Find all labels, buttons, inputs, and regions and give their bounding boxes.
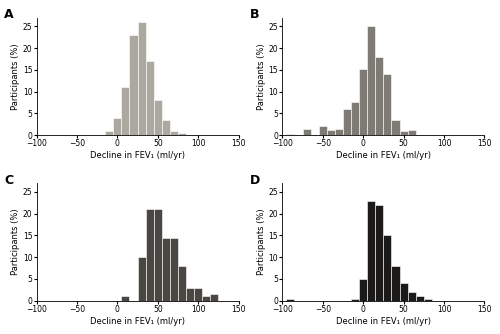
Bar — [416, 296, 424, 301]
Bar — [367, 26, 376, 135]
Bar — [367, 201, 376, 301]
Y-axis label: Participants (%): Participants (%) — [11, 209, 20, 275]
Bar — [146, 209, 154, 301]
Bar — [170, 238, 178, 301]
Y-axis label: Participants (%): Participants (%) — [257, 43, 266, 110]
Bar — [154, 100, 162, 135]
Bar — [122, 87, 130, 135]
Y-axis label: Participants (%): Participants (%) — [11, 43, 20, 110]
Bar — [170, 131, 178, 135]
Bar — [186, 288, 194, 301]
Text: C: C — [4, 174, 14, 187]
Bar — [327, 130, 335, 135]
Bar — [105, 131, 114, 135]
Bar — [359, 69, 367, 135]
Text: B: B — [250, 8, 260, 21]
Bar — [194, 288, 202, 301]
X-axis label: Decline in FEV₁ (ml/yr): Decline in FEV₁ (ml/yr) — [336, 151, 431, 160]
Bar — [178, 266, 186, 301]
Bar — [302, 130, 310, 135]
Bar — [178, 133, 186, 135]
Bar — [318, 126, 327, 135]
Bar — [424, 299, 432, 301]
Bar — [343, 109, 351, 135]
Bar — [400, 131, 407, 135]
Bar — [286, 299, 294, 301]
Bar — [130, 35, 138, 135]
Bar — [286, 134, 294, 135]
Bar — [408, 130, 416, 135]
Bar — [146, 61, 154, 135]
Y-axis label: Participants (%): Participants (%) — [257, 209, 266, 275]
Bar — [392, 120, 400, 135]
Text: D: D — [250, 174, 260, 187]
X-axis label: Decline in FEV₁ (ml/yr): Decline in FEV₁ (ml/yr) — [90, 151, 185, 160]
Bar — [202, 296, 210, 301]
X-axis label: Decline in FEV₁ (ml/yr): Decline in FEV₁ (ml/yr) — [336, 317, 431, 326]
Text: A: A — [4, 8, 14, 21]
Bar — [122, 296, 130, 301]
Bar — [376, 205, 384, 301]
Bar — [138, 257, 145, 301]
Bar — [335, 130, 343, 135]
Bar — [162, 120, 170, 135]
Bar — [210, 294, 218, 301]
Bar — [351, 103, 359, 135]
Bar — [359, 279, 367, 301]
Bar — [154, 209, 162, 301]
Bar — [392, 266, 400, 301]
Bar — [114, 118, 122, 135]
Bar — [384, 74, 392, 135]
X-axis label: Decline in FEV₁ (ml/yr): Decline in FEV₁ (ml/yr) — [90, 317, 185, 326]
Bar — [162, 238, 170, 301]
Bar — [408, 292, 416, 301]
Bar — [376, 57, 384, 135]
Bar — [384, 235, 392, 301]
Bar — [351, 299, 359, 301]
Bar — [400, 283, 407, 301]
Bar — [138, 22, 145, 135]
